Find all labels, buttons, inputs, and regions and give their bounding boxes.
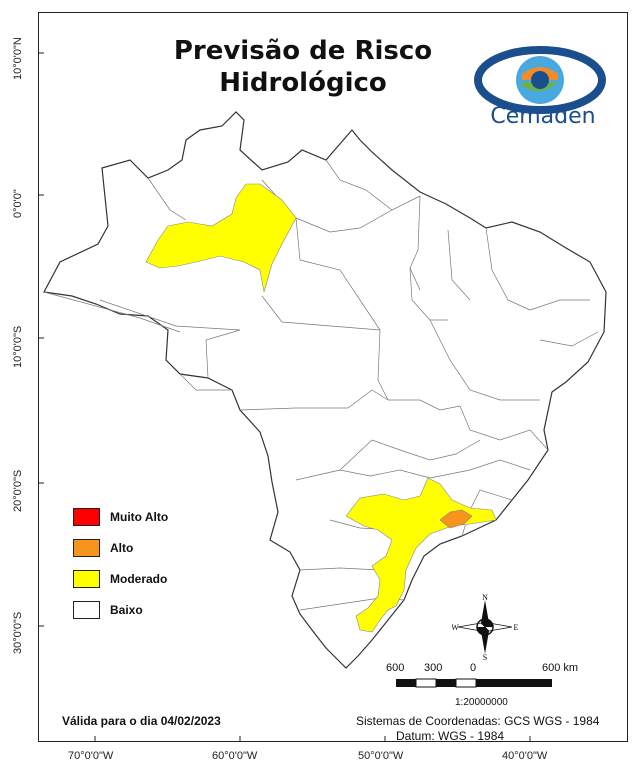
scale-label-600-left: 600 — [386, 662, 405, 674]
coordinate-system-line-2: Datum: WGS - 1984 — [396, 729, 505, 743]
legend-label: Muito Alto — [110, 510, 169, 524]
compass-n: N — [482, 594, 488, 602]
title-line-2: Hidrológico — [219, 68, 387, 98]
lat-label-20s: 20°0'0"S — [12, 469, 24, 512]
alto-area — [439, 509, 473, 529]
legend-swatch — [73, 539, 100, 557]
lon-label-50w: 50°0'0"W — [358, 750, 404, 762]
scale-label-600-km: 600 km — [542, 662, 579, 674]
scale-label-0: 0 — [470, 662, 477, 674]
legend-label: Moderado — [110, 572, 168, 586]
coordinate-system: Sistemas de Coordenadas: GCS WGS - 1984 … — [356, 714, 599, 744]
legend-swatch — [73, 601, 100, 619]
lat-label-30s: 30°0'0"S — [12, 611, 24, 654]
compass-s: S — [483, 653, 487, 660]
coordinate-system-line-1: Sistemas de Coordenadas: GCS WGS - 1984 — [356, 714, 600, 728]
north-arrow-icon: N S E W — [452, 594, 518, 660]
lat-label-10s: 10°0'0"S — [12, 325, 24, 368]
lon-label-70w: 70°0'0"W — [68, 750, 114, 762]
scale-bar: 600 300 0 600 km — [380, 660, 580, 710]
graticule-ticks — [38, 52, 531, 742]
cemaden-eye-logo-icon — [474, 46, 606, 114]
legend-swatch — [73, 570, 100, 588]
compass-e: E — [514, 623, 518, 632]
lon-label-40w: 40°0'0"W — [502, 750, 548, 762]
lat-label-10n: 10°0'0"N — [12, 37, 24, 80]
map-title: Previsão de Risco Hidrológico — [138, 35, 468, 99]
legend-swatch — [73, 508, 100, 526]
validity-date: Válida para o dia 04/02/2023 — [62, 714, 221, 728]
title-line-1: Previsão de Risco — [173, 36, 433, 66]
compass-w: W — [452, 623, 459, 632]
scale-ratio: 1:20000000 — [455, 697, 508, 708]
legend-label: Baixo — [110, 603, 143, 617]
lon-label-60w: 60°0'0"W — [212, 750, 258, 762]
logo-text: Cemaden — [490, 104, 596, 129]
legend-label: Alto — [110, 541, 134, 555]
scale-bar-graphic — [396, 678, 552, 688]
scale-label-300: 300 — [424, 662, 443, 674]
lat-label-0: 0°0'0" — [12, 189, 24, 218]
